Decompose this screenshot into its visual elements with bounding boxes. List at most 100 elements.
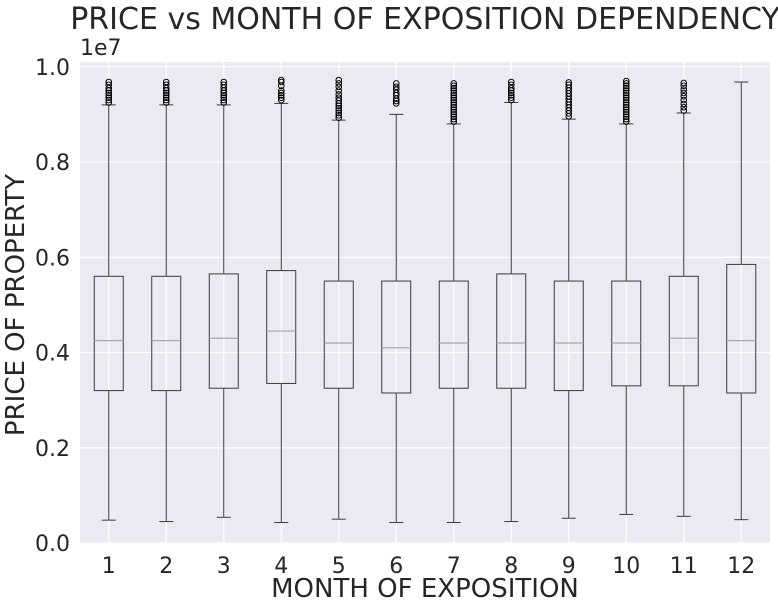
- outlier-point: [392, 80, 400, 87]
- outlier-point: [622, 113, 630, 121]
- y-tick-label: 0.8: [35, 151, 70, 176]
- outlier-point: [450, 99, 458, 106]
- outlier-point: [335, 87, 343, 94]
- x-tick-label: 8: [504, 554, 518, 579]
- outlier-point: [277, 92, 285, 99]
- outlier-point: [392, 89, 400, 97]
- outlier-point: [277, 89, 285, 97]
- iqr-box: [438, 280, 469, 389]
- outlier-point: [680, 86, 688, 93]
- outlier-point: [450, 111, 458, 118]
- x-tick-label: 3: [217, 554, 231, 579]
- outlier-point: [105, 96, 113, 104]
- x-tick-label: 1: [102, 554, 116, 579]
- box-month-6: [381, 80, 412, 524]
- outlier-point: [162, 92, 170, 99]
- outlier-point: [622, 111, 630, 118]
- outlier-point: [565, 81, 573, 89]
- iqr-box: [323, 280, 354, 389]
- outlier-point: [450, 106, 458, 113]
- outlier-point: [162, 81, 170, 89]
- outlier-point: [622, 99, 630, 106]
- outlier-point: [220, 96, 228, 104]
- x-tick-label: 7: [447, 554, 461, 579]
- outlier-point: [220, 92, 228, 99]
- outlier-point: [335, 76, 343, 84]
- outlier-point: [622, 96, 630, 104]
- outlier-point: [450, 82, 458, 90]
- outlier-point: [622, 84, 630, 92]
- outlier-point: [392, 100, 400, 107]
- outlier-point: [622, 108, 630, 116]
- outlier-point: [507, 94, 515, 102]
- y-axis-scale-label: 1e7: [80, 36, 122, 61]
- outlier-point: [105, 84, 113, 92]
- x-tick-label: 10: [612, 554, 640, 579]
- outlier-point: [277, 94, 285, 102]
- outlier-point: [450, 92, 458, 99]
- outlier-point: [507, 96, 515, 104]
- y-tick-labels: 0.0 0.2 0.4 0.6 0.8 1.0: [35, 56, 70, 557]
- outlier-point: [220, 94, 228, 102]
- outlier-point: [105, 92, 113, 99]
- box-month-12: [726, 81, 757, 521]
- outlier-point: [622, 101, 630, 109]
- box-month-2: [151, 78, 182, 523]
- outlier-point: [335, 83, 343, 91]
- x-tick-label: 12: [727, 554, 755, 579]
- outlier-point: [450, 84, 458, 92]
- outlier-point: [335, 104, 343, 112]
- outlier-point: [507, 89, 515, 97]
- outlier-point: [622, 80, 630, 87]
- outlier-point: [105, 78, 113, 86]
- x-tick-labels: 1 2 3 4 5 6 7 8 9 10 11 12: [102, 554, 756, 579]
- outlier-point: [105, 89, 113, 97]
- outlier-point: [335, 114, 343, 122]
- outlier-point: [680, 89, 688, 97]
- x-tick-label: 2: [159, 554, 173, 579]
- outlier-point: [622, 92, 630, 99]
- outlier-point: [220, 99, 228, 106]
- outlier-point: [680, 79, 688, 87]
- outlier-point: [680, 100, 688, 108]
- iqr-box: [93, 275, 124, 392]
- box-month-7: [438, 80, 469, 524]
- outlier-point: [622, 115, 630, 123]
- outlier-point: [162, 96, 170, 104]
- outlier-point: [622, 103, 630, 111]
- outlier-point: [450, 118, 458, 125]
- x-tick-label: 6: [389, 554, 403, 579]
- iqr-box: [553, 280, 584, 392]
- x-axis-label: MONTH OF EXPOSITION: [271, 574, 579, 604]
- outlier-point: [105, 81, 113, 89]
- iqr-box: [151, 275, 182, 392]
- outlier-point: [277, 76, 285, 84]
- outlier-point: [622, 89, 630, 97]
- outlier-point: [680, 82, 688, 90]
- box-month-3: [208, 78, 239, 518]
- outlier-point: [680, 92, 688, 100]
- outlier-point: [680, 103, 688, 111]
- plot-background: [80, 62, 770, 543]
- outlier-point: [335, 97, 343, 104]
- outlier-point: [680, 107, 688, 114]
- outlier-point: [335, 107, 343, 114]
- box-month-1: [93, 78, 124, 521]
- x-tick-label: 4: [274, 554, 288, 579]
- outlier-point: [277, 96, 285, 104]
- outlier-point: [450, 87, 458, 94]
- y-tick-label: 0.2: [35, 437, 70, 462]
- x-tick-label: 9: [562, 554, 576, 579]
- outlier-point: [105, 99, 113, 106]
- outlier-point: [162, 99, 170, 106]
- outlier-point: [622, 77, 630, 85]
- outlier-point: [450, 94, 458, 102]
- outlier-point: [450, 113, 458, 121]
- outlier-point: [335, 109, 343, 117]
- outlier-point: [392, 86, 400, 93]
- outlier-point: [335, 94, 343, 102]
- outlier-point: [220, 81, 228, 89]
- outlier-point: [622, 94, 630, 102]
